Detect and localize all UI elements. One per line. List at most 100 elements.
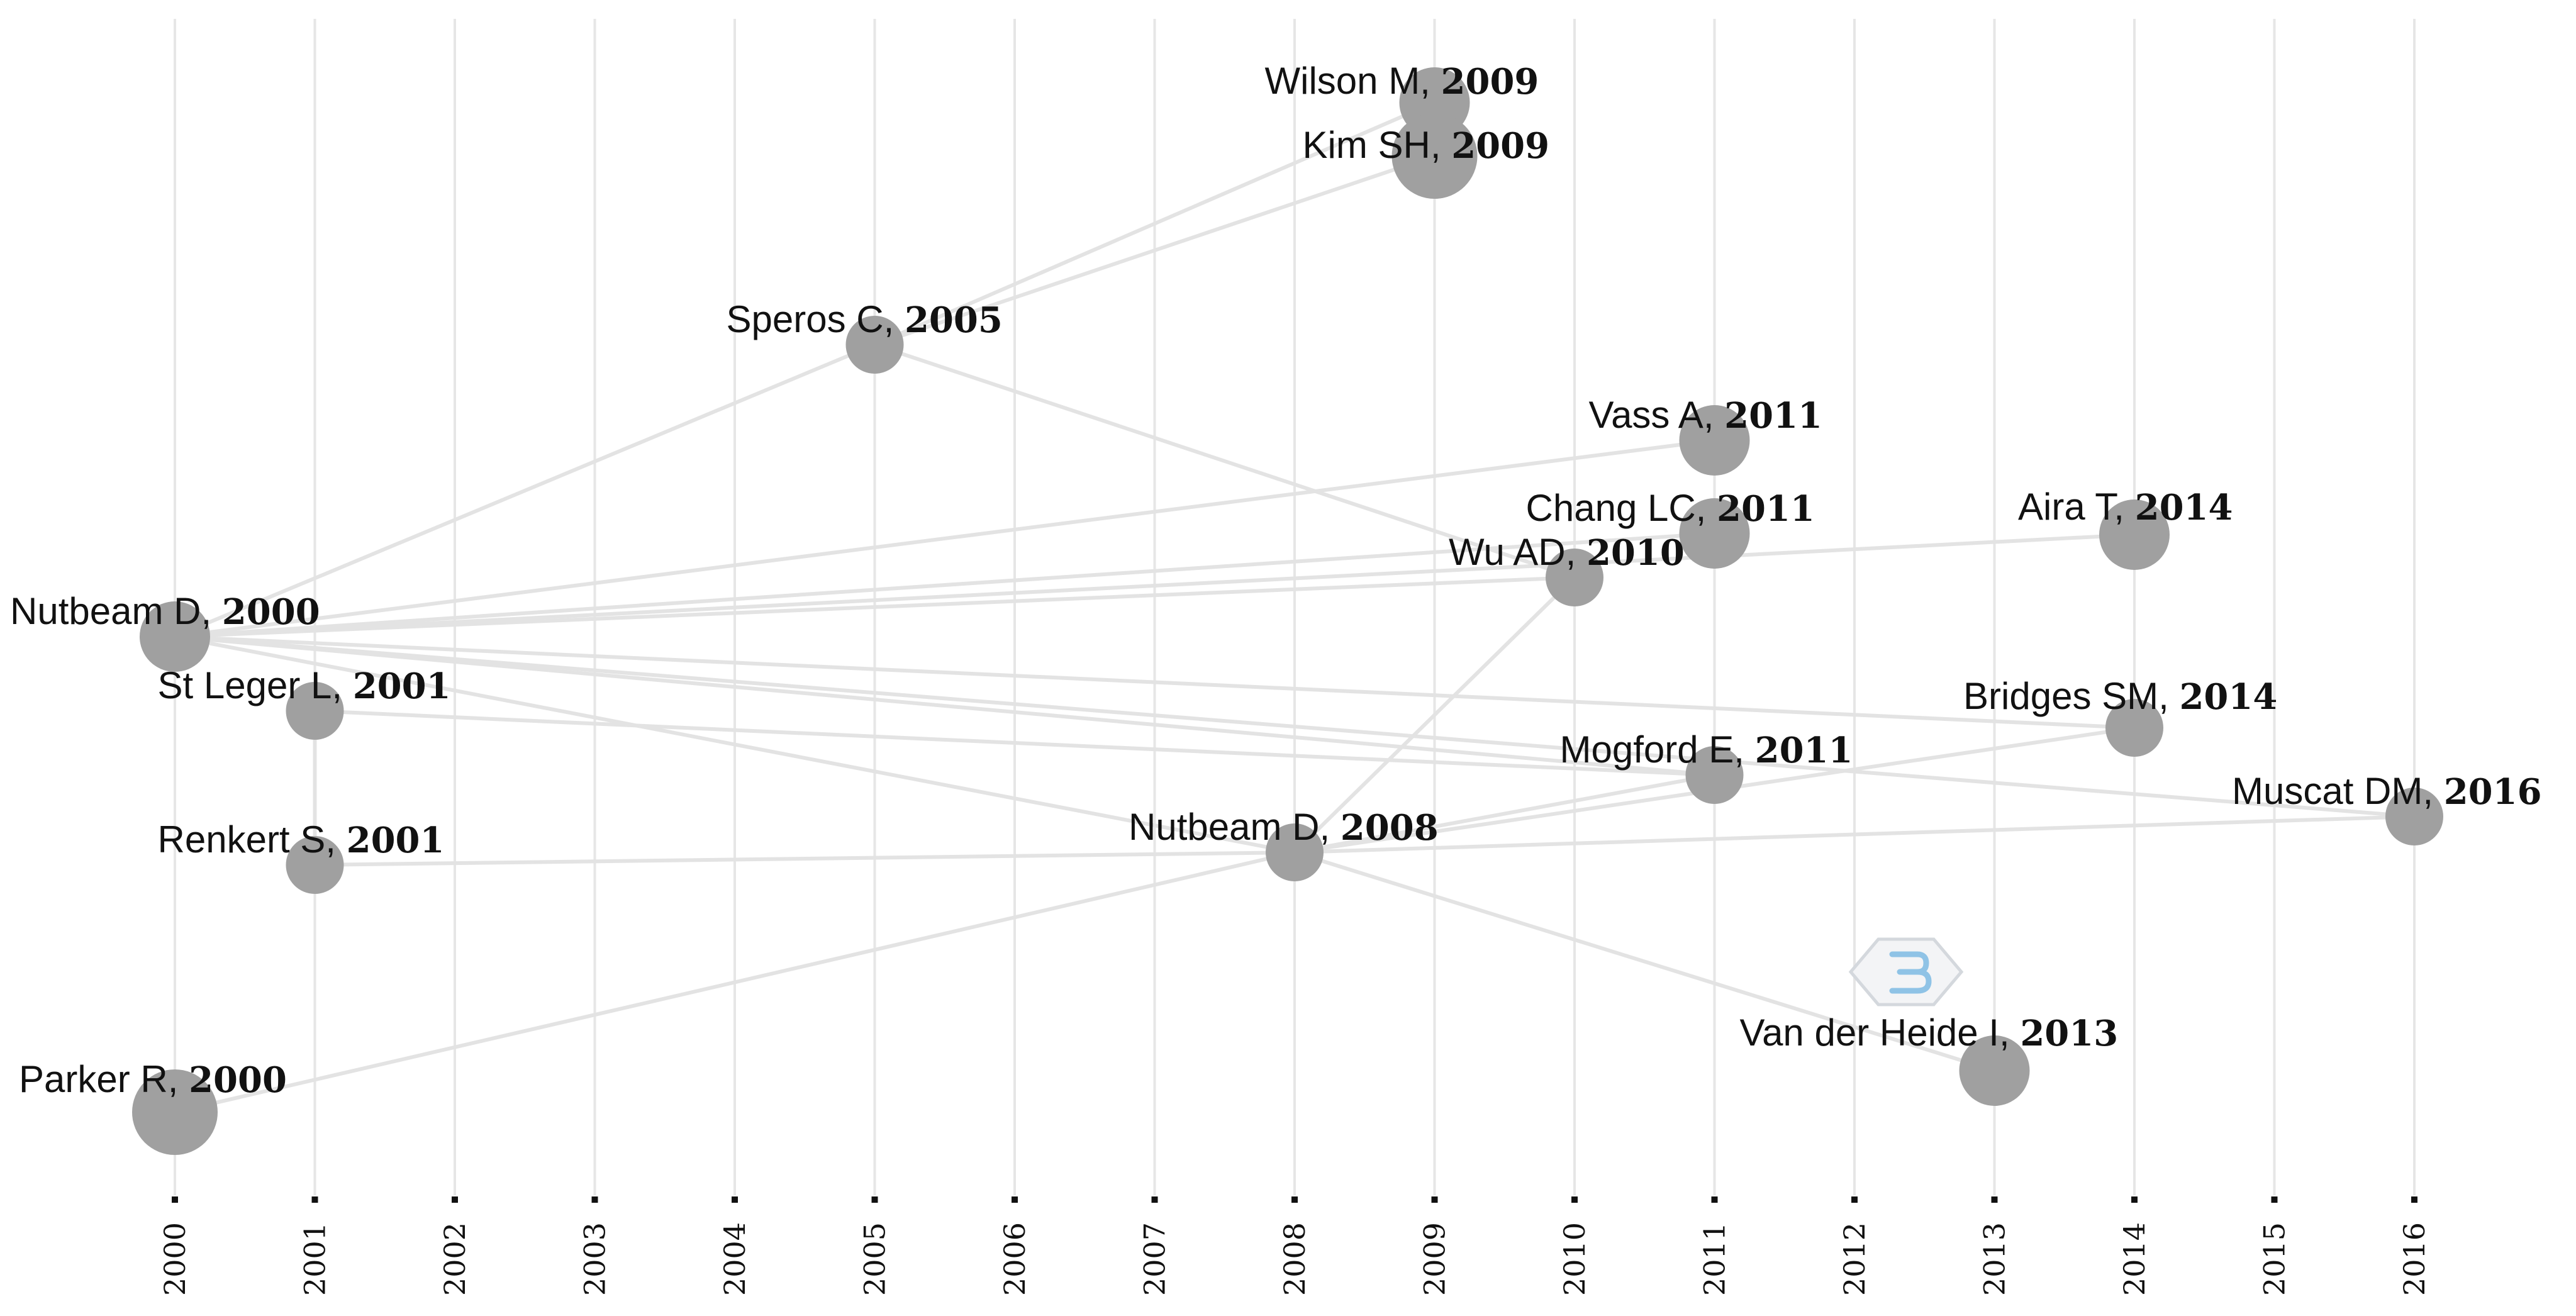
label-author: Vass A, [1589,394,1725,436]
node-bridges2014[interactable] [2105,699,2163,757]
watermark-logo-icon [1848,937,1964,1007]
edge-renkert2001-nutbeam2008 [315,850,1295,867]
label-author: Nutbeam D, [1129,806,1341,848]
tick-label-2010: 2010 [1558,1222,1592,1296]
node-speros2005[interactable] [845,316,904,374]
edge-stleger2001-mogford2011 [315,709,1715,777]
label-author: Mogford E, [1560,728,1755,771]
tick-label-2002: 2002 [438,1222,472,1296]
node-kim2009[interactable] [1391,113,1478,199]
label-year: 2000 [222,591,320,633]
label-chang2011: Chang LC, 2011 [1526,487,1815,530]
label-year: 2008 [1341,807,1439,849]
label-year: 2011 [1755,730,1853,771]
label-year: 2000 [189,1059,287,1101]
tick-label-2008: 2008 [1278,1222,1312,1296]
label-year: 2009 [1451,125,1549,167]
label-bridges2014: Bridges SM, 2014 [1963,675,2277,718]
tick-label-2016: 2016 [2397,1222,2431,1296]
edge-nutbeam2000-nutbeam2008 [174,635,1295,854]
tick-mark-2016 [2411,1196,2417,1203]
edge-nutbeam2000-chang2011 [174,532,1715,638]
label-author: Wilson M, [1265,60,1441,102]
tick-label-2005: 2005 [858,1222,892,1296]
tick-mark-2012 [1851,1196,1858,1203]
edge-nutbeam2008-vanderheide2013 [1294,850,1995,1073]
node-nutbeam2000[interactable] [140,601,210,672]
edge-nutbeam2000-mogford2011 [174,635,1715,777]
node-renkert2001[interactable] [286,836,344,894]
node-muscat2016[interactable] [2385,788,2443,845]
node-parker2000[interactable] [132,1069,218,1155]
label-year: 2013 [2020,1013,2118,1054]
label-author: Speros C, [727,298,905,340]
tick-label-2000: 2000 [158,1222,192,1296]
tick-label-2003: 2003 [578,1222,612,1296]
label-year: 2001 [353,666,451,707]
tick-mark-2008 [1291,1196,1298,1203]
edge-nutbeam2000-bridges2014 [174,635,2135,730]
label-nutbeam2000: Nutbeam D, 2000 [10,590,320,633]
tick-mark-2015 [2271,1196,2278,1203]
edge-speros2005-kim2009 [874,154,1436,347]
label-mogford2011: Mogford E, 2011 [1560,728,1853,771]
tick-label-2012: 2012 [1837,1222,1871,1296]
label-year: 2005 [905,299,1003,341]
edge-nutbeam2000-speros2005 [174,343,876,638]
node-mogford2011[interactable] [1685,746,1744,804]
edge-nutbeam2000-aira2014 [174,533,2135,638]
label-year: 2011 [1724,395,1822,437]
node-vass2011[interactable] [1679,405,1750,476]
label-vass2011: Vass A, 2011 [1589,394,1823,437]
edge-nutbeam2008-mogford2011 [1294,773,1715,854]
label-author: Muscat DM, [2232,770,2444,812]
label-author: Kim SH, [1303,124,1452,166]
label-renkert2001: Renkert S, 2001 [158,818,445,861]
node-vanderheide2013[interactable] [1959,1035,2030,1106]
label-author: Bridges SM, [1963,675,2179,717]
tick-mark-2009 [1431,1196,1438,1203]
label-stleger2001: St Leger L, 2001 [158,664,451,707]
node-nutbeam2008[interactable] [1266,823,1324,881]
tick-mark-2000 [172,1196,178,1203]
node-chang2011[interactable] [1679,498,1750,569]
node-aira2014[interactable] [2099,499,2170,570]
label-year: 2014 [2179,676,2277,718]
tick-label-2001: 2001 [298,1222,332,1296]
tick-mark-2010 [1571,1196,1578,1203]
tick-mark-2014 [2131,1196,2138,1203]
tick-label-2011: 2011 [1698,1222,1732,1296]
node-stleger2001[interactable] [286,682,344,740]
citation-edges [174,101,2415,1114]
tick-mark-2011 [1711,1196,1718,1203]
label-year: 2001 [347,820,445,861]
tick-mark-2007 [1151,1196,1158,1203]
tick-mark-2006 [1012,1196,1018,1203]
label-kim2009: Kim SH, 2009 [1303,124,1550,167]
label-speros2005: Speros C, 2005 [727,298,1003,341]
edge-nutbeam2000-wu2010 [174,576,1575,638]
label-year: 2009 [1441,61,1539,103]
tick-mark-2004 [732,1196,738,1203]
label-year: 2011 [1717,488,1815,530]
tick-mark-2002 [452,1196,458,1203]
label-author: Van der Heide I, [1740,1012,2021,1054]
label-wilson2009: Wilson M, 2009 [1265,60,1539,103]
edge-nutbeam2008-wu2010 [1293,576,1576,854]
label-muscat2016: Muscat DM, 2016 [2232,770,2542,813]
label-author: Nutbeam D, [10,590,222,632]
tick-label-2015: 2015 [2258,1222,2292,1296]
tick-label-2004: 2004 [718,1222,752,1296]
tick-mark-2003 [591,1196,598,1203]
edge-speros2005-wu2010 [874,343,1575,579]
label-year: 2010 [1586,532,1685,574]
label-year: 2014 [2135,487,2233,528]
label-author: Wu AD, [1449,531,1586,573]
label-wu2010: Wu AD, 2010 [1449,531,1685,574]
edge-nutbeam2008-muscat2016 [1294,815,2415,854]
label-author: Renkert S, [158,818,347,861]
tick-label-2007: 2007 [1138,1222,1172,1296]
node-wu2010[interactable] [1546,549,1603,606]
